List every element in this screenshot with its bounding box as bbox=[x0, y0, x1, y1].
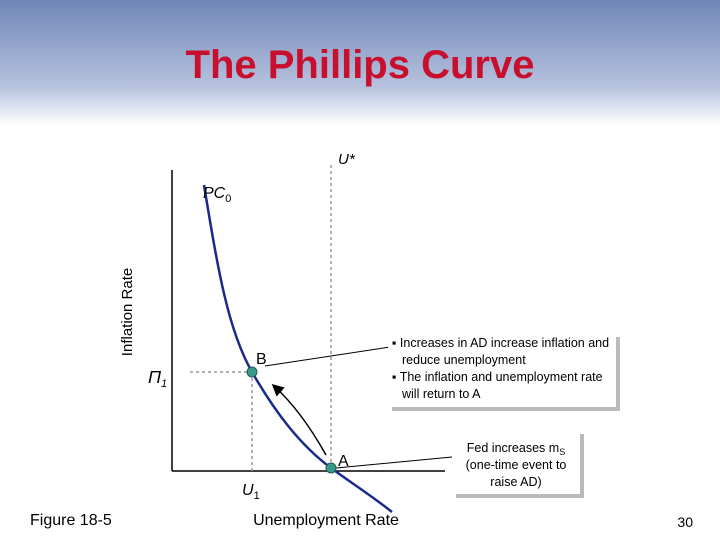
unemployment-level-label: U1 bbox=[242, 482, 260, 502]
note-item: ▪ The inflation and unemployment rate wi… bbox=[392, 370, 603, 401]
inflation-level-label: Π1 bbox=[148, 367, 167, 390]
y-axis-label: Inflation Rate bbox=[119, 268, 136, 356]
curve-subscript: 0 bbox=[225, 193, 231, 205]
event-line: (one-time event to bbox=[466, 458, 567, 472]
natural-rate-label: U* bbox=[338, 151, 356, 168]
event-line: raise AD) bbox=[490, 475, 541, 489]
event-line: Fed increases mS bbox=[467, 441, 565, 457]
note-text: Increases in AD increase inflation and r… bbox=[399, 336, 610, 367]
curve-label: PC0 bbox=[203, 185, 231, 205]
note-box bbox=[388, 333, 616, 407]
page-number: 30 bbox=[677, 514, 693, 530]
event-subscript: S bbox=[559, 447, 565, 457]
slide-title: The Phillips Curve bbox=[186, 43, 535, 87]
header-band bbox=[0, 0, 720, 125]
note-text: The inflation and unemployment rate will… bbox=[399, 370, 603, 401]
note-list: ▪ Increases in AD increase inflation and… bbox=[392, 335, 614, 403]
x-axis-label: Unemployment Rate bbox=[253, 512, 399, 529]
figure-label: Figure 18-5 bbox=[30, 512, 112, 529]
movement-arrow bbox=[271, 383, 327, 456]
inflation-subscript: 1 bbox=[161, 378, 167, 390]
point-label: A bbox=[338, 453, 349, 470]
point-a bbox=[325, 462, 337, 474]
event-text: Fed increases m bbox=[467, 441, 559, 455]
unemployment-name: U bbox=[242, 482, 254, 499]
inflation-name: Π bbox=[148, 367, 162, 387]
event-box bbox=[452, 430, 580, 494]
callout-line bbox=[264, 346, 391, 367]
note-item: ▪ Increases in AD increase inflation and… bbox=[392, 336, 610, 367]
curve-name: PC bbox=[203, 185, 226, 202]
note-box-content: ▪ Increases in AD increase inflation and… bbox=[392, 335, 614, 403]
point-label: B bbox=[256, 351, 267, 368]
callout-line bbox=[335, 456, 453, 469]
unemployment-subscript: 1 bbox=[254, 490, 260, 502]
point-b bbox=[246, 366, 258, 378]
phillips-curve bbox=[202, 184, 393, 513]
